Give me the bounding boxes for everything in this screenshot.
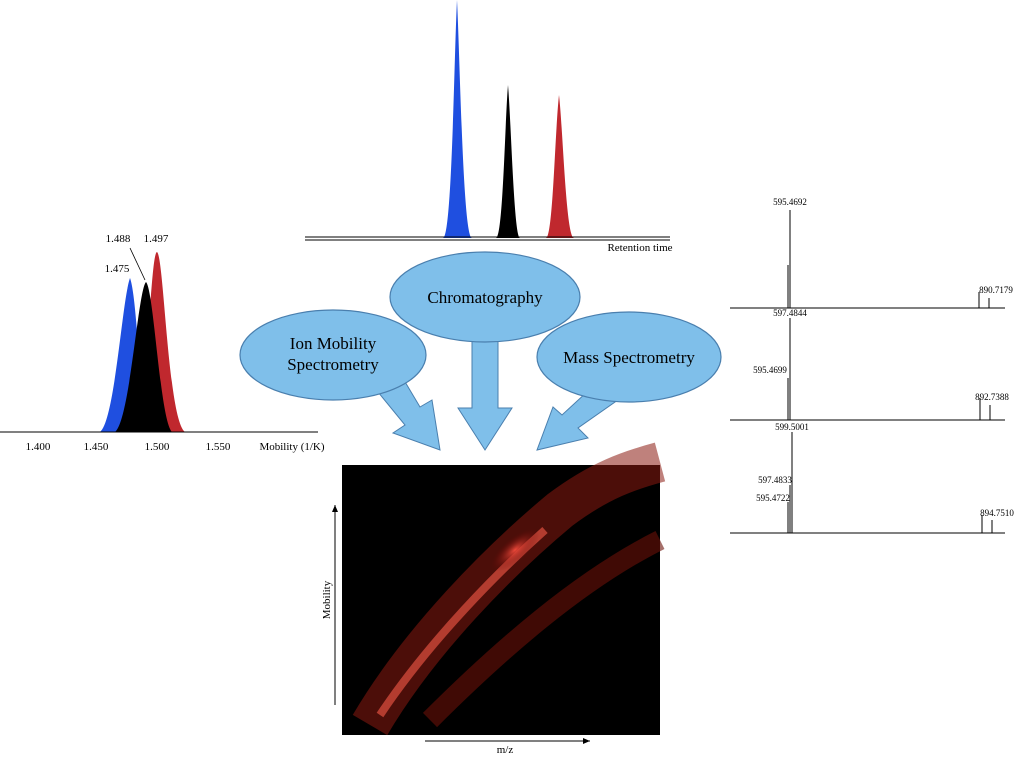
peak-label: 892.7388	[975, 392, 1009, 402]
axis-label: m/z	[497, 744, 514, 756]
arrow	[457, 334, 513, 451]
axis-label: Mobility (1/K)	[259, 441, 324, 453]
chromatogram: Retention time	[305, 0, 673, 254]
peak-label: 1.497	[144, 233, 169, 245]
tick-label: 1.550	[206, 441, 231, 453]
peak-label: 1.475	[105, 263, 130, 275]
heatmap: m/z Mobility	[321, 442, 666, 756]
tick-label: 1.500	[145, 441, 170, 453]
peak-label: 894.7510	[980, 508, 1014, 518]
node-label: Spectrometry	[287, 355, 379, 374]
peak-label: 890.7179	[979, 285, 1013, 295]
peak	[443, 0, 472, 238]
band	[422, 531, 665, 728]
spectra	[730, 210, 1005, 534]
peak-label: 599.5001	[775, 422, 809, 432]
axis-label: Retention time	[607, 242, 672, 254]
tick-label: 1.450	[84, 441, 109, 453]
peak-label: 595.4722	[756, 493, 790, 503]
tick-label: 1.400	[26, 441, 51, 453]
peak-label: 595.4699	[753, 365, 787, 375]
peak-label: 597.4844	[773, 308, 807, 318]
node-label: Chromatography	[427, 288, 543, 307]
peak	[546, 95, 574, 238]
node-label: Ion Mobility	[290, 334, 377, 353]
hotspot	[490, 528, 540, 572]
leader	[129, 247, 146, 281]
peak-label: 597.4833	[758, 475, 792, 485]
node	[536, 311, 722, 403]
peak-label: 1.488	[106, 233, 131, 245]
peak	[115, 282, 172, 432]
nodes	[239, 251, 722, 403]
peak-label: 595.4692	[773, 197, 807, 207]
node	[389, 251, 581, 343]
peak	[496, 85, 520, 238]
axis-label: Mobility	[321, 580, 333, 619]
node	[239, 309, 427, 401]
mobilogram: 1.475 1.488 1.497 1.400 1.450 1.500 1.55…	[0, 233, 325, 453]
node-label: Mass Spectrometry	[563, 348, 695, 367]
